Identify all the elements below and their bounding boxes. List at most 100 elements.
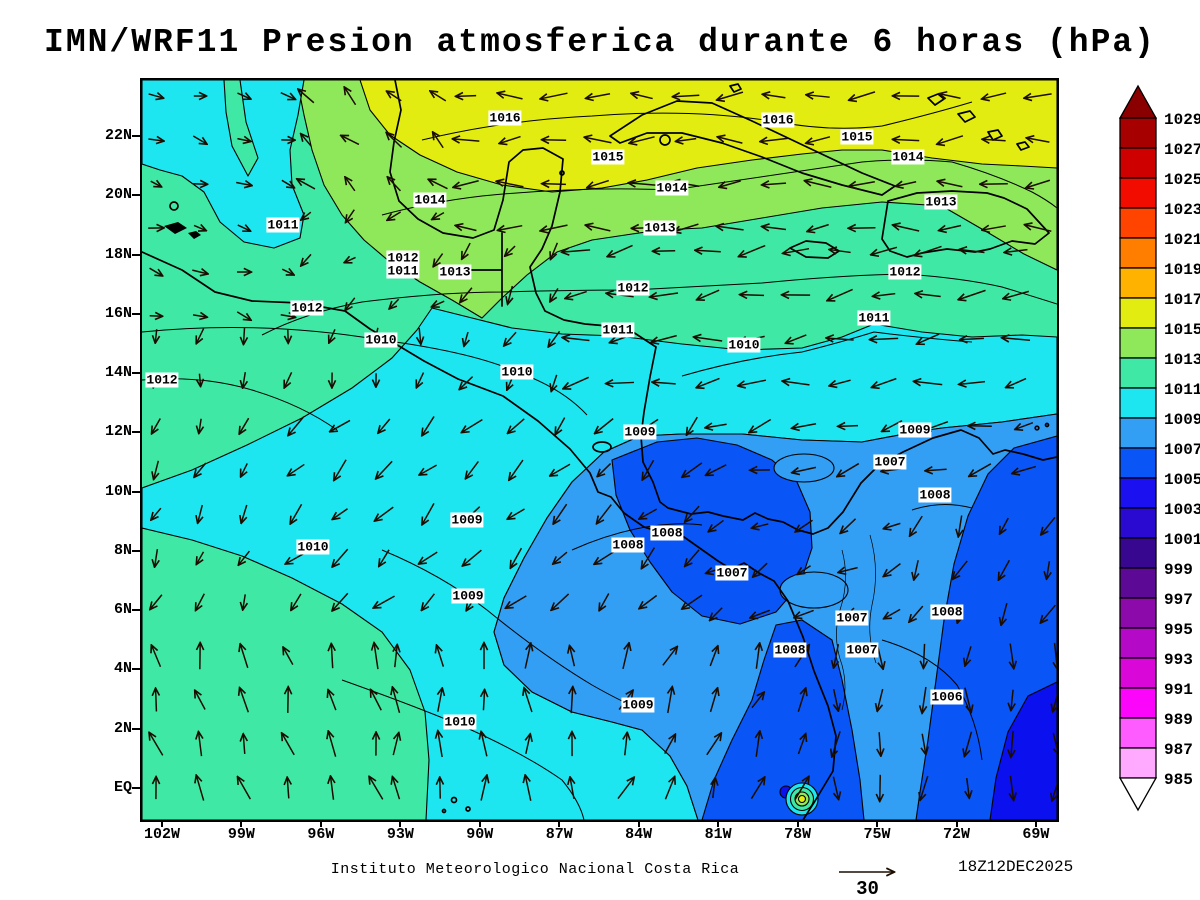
wind-arrow: [422, 416, 435, 435]
wind-arrow: [982, 139, 1006, 141]
colorbar-tick-label: 989: [1164, 711, 1193, 729]
wind-arrow: [651, 334, 677, 343]
wind-arrow: [642, 547, 656, 569]
wind-arrow: [240, 688, 250, 713]
wind-arrow: [872, 377, 897, 388]
wind-arrow: [806, 136, 831, 143]
wind-arrow: [563, 338, 590, 341]
wind-arrow: [480, 775, 487, 801]
wind-arrow: [393, 687, 401, 713]
colorbar-svg: 1029 1027 1025 1023 1021 1019 1017 1015 1013 1011…: [1118, 84, 1200, 812]
wind-arrow: [837, 462, 860, 477]
wind-arrow: [719, 180, 741, 187]
lon-tick-label: 90W: [466, 826, 494, 843]
wind-arrow: [239, 550, 251, 565]
wind-arrow: [794, 609, 814, 617]
colorbar-box: [1119, 657, 1157, 689]
wind-arrow: [877, 688, 884, 711]
wind-arrow: [917, 333, 940, 344]
wind-arrow: [379, 549, 390, 566]
wind-arrow: [432, 301, 445, 307]
wind-arrow: [508, 418, 525, 433]
wind-arrow: [832, 776, 838, 800]
contour-label: 1007: [873, 454, 907, 470]
wind-arrow: [346, 209, 355, 223]
wind-arrow: [505, 245, 516, 256]
lat-tick-label: 14N: [104, 364, 132, 382]
wind-arrow: [607, 244, 633, 256]
lat-tick-mark: [132, 431, 140, 434]
colorbar-tick-label: 1025: [1164, 171, 1200, 189]
wind-arrow: [239, 417, 250, 434]
colorbar-top-arrow: [1118, 84, 1158, 119]
wind-vector-field: [148, 87, 1057, 801]
contour-label: 1010: [443, 714, 477, 730]
wind-arrow: [925, 469, 947, 471]
wind-arrow: [551, 374, 556, 391]
wind-arrow: [196, 328, 205, 344]
wind-arrow: [662, 647, 677, 666]
wind-arrow: [437, 645, 445, 667]
wind-arrow: [283, 647, 294, 666]
cozumel-island: [559, 170, 565, 176]
wind-arrow: [329, 328, 335, 342]
contour-label: 1012: [386, 250, 420, 266]
wind-arrow: [241, 463, 248, 476]
wind-arrow: [193, 225, 206, 230]
colorbar-box: [1119, 267, 1157, 299]
wind-arrow: [884, 608, 901, 618]
wind-arrow: [456, 225, 477, 230]
colorbar-box: [1119, 537, 1157, 569]
wind-arrow: [682, 462, 703, 477]
wind-arrow: [965, 646, 972, 665]
lat-tick-mark: [132, 609, 140, 612]
colorbar-box: [1119, 717, 1157, 749]
wind-arrow: [419, 464, 437, 475]
wind-arrow: [196, 593, 205, 611]
wind-arrow: [238, 777, 251, 800]
wind-arrow: [456, 96, 477, 97]
wind-arrow: [1011, 689, 1013, 711]
colorbar-box: [1119, 327, 1157, 359]
wind-arrow: [542, 184, 566, 185]
wind-arrow: [674, 223, 699, 232]
lat-tick-label: 20N: [104, 186, 132, 204]
contour-label: 1011: [386, 263, 420, 279]
contour-label: 1016: [488, 110, 522, 126]
wind-arrow: [763, 94, 786, 97]
wind-arrow: [939, 226, 962, 231]
contour-label: 1006: [930, 689, 964, 705]
wind-arrow: [237, 93, 250, 99]
wind-arrow: [541, 224, 568, 231]
colorbar-box: [1119, 207, 1157, 239]
wind-arrow: [464, 331, 468, 346]
wind-arrow: [969, 463, 992, 476]
lon-tick-label: 69W: [1022, 826, 1050, 843]
wind-arrow: [710, 607, 723, 621]
wind-arrow: [827, 288, 853, 300]
lat-tick-mark: [132, 194, 140, 197]
wind-arrow: [236, 311, 251, 320]
contour-label: 1008: [930, 604, 964, 620]
mexico-lake-outline: [169, 201, 179, 211]
lat-tick-mark: [132, 253, 140, 256]
wind-arrow: [896, 182, 917, 187]
wind-arrow: [682, 594, 703, 609]
wind-arrow: [1003, 290, 1030, 298]
contour-label: 1012: [145, 372, 179, 388]
wind-arrow: [687, 416, 698, 435]
wind-arrow: [939, 94, 961, 99]
wind-arrow: [393, 777, 401, 800]
wind-arrow: [937, 135, 964, 144]
contour-label: 1012: [616, 280, 650, 296]
colorbar-box: [1119, 177, 1157, 209]
contour-label: 1008: [918, 487, 952, 503]
lat-tick-label: 10N: [104, 482, 132, 500]
wind-arrow: [597, 504, 612, 524]
wind-arrow: [652, 382, 676, 384]
wind-arrow: [332, 548, 349, 567]
wind-arrow: [840, 518, 857, 533]
lat-tick-label: 18N: [104, 245, 132, 263]
colorbar-tick-label: 991: [1164, 681, 1193, 699]
wind-arrow: [834, 644, 839, 668]
